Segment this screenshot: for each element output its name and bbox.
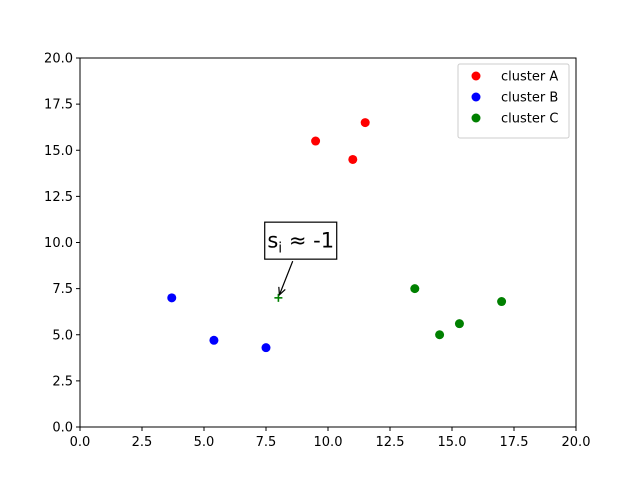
data-point-series-0	[348, 154, 358, 164]
data-point-series-2	[497, 297, 507, 307]
y-axis: 0.0 2.5 5.0 7.5 10.0 12.5 15.0 17.5 20.0	[44, 52, 80, 436]
data-point-series-2	[454, 319, 464, 329]
data-point-series-1	[261, 343, 271, 353]
legend-label: cluster B	[501, 91, 558, 106]
x-tick-label: 15.0	[438, 435, 467, 450]
y-tick-label: 2.5	[52, 374, 73, 389]
data-point-series-1	[209, 335, 219, 345]
x-tick-label: 10.0	[314, 435, 343, 450]
y-tick-label: 12.5	[44, 190, 73, 205]
data-points	[167, 118, 507, 353]
x-tick-label: 5.0	[194, 435, 215, 450]
y-tick-label: 5.0	[52, 328, 73, 343]
legend-label: cluster C	[501, 112, 558, 127]
annotation-arrowhead	[278, 286, 286, 297]
annotation: si ≈ -1	[264, 221, 338, 297]
highlight-point	[274, 293, 283, 302]
data-point-series-2	[410, 284, 420, 294]
annotation-text: si ≈ -1	[267, 229, 334, 257]
data-point-series-1	[167, 293, 177, 303]
x-axis: 0.0 2.5 5.0 7.5 10.0 12.5 15.0 17.5 20.0	[70, 427, 591, 450]
annotation-arrow	[278, 260, 294, 296]
x-tick-label: 12.5	[376, 435, 405, 450]
x-tick-label: 20.0	[562, 435, 591, 450]
legend-label: cluster A	[501, 70, 558, 85]
annotation-box	[264, 221, 338, 260]
data-point-series-2	[435, 330, 445, 340]
y-tick-label: 15.0	[44, 144, 73, 159]
legend-marker	[471, 113, 481, 123]
y-tick-label: 0.0	[52, 421, 73, 436]
x-tick-label: 2.5	[132, 435, 153, 450]
x-tick-label: 7.5	[256, 435, 277, 450]
data-point-series-0	[360, 118, 370, 128]
y-tick-label: 17.5	[44, 98, 73, 113]
legend-frame	[457, 63, 570, 139]
y-tick-label: 10.0	[44, 236, 73, 251]
legend-marker	[471, 92, 481, 102]
x-tick-label: 17.5	[500, 435, 529, 450]
legend: cluster A cluster B cluster C	[457, 63, 570, 139]
legend-marker	[471, 71, 481, 81]
y-tick-label: 20.0	[44, 52, 73, 67]
y-tick-label: 7.5	[52, 282, 73, 297]
x-tick-label: 0.0	[70, 435, 91, 450]
data-point-series-0	[311, 136, 321, 146]
